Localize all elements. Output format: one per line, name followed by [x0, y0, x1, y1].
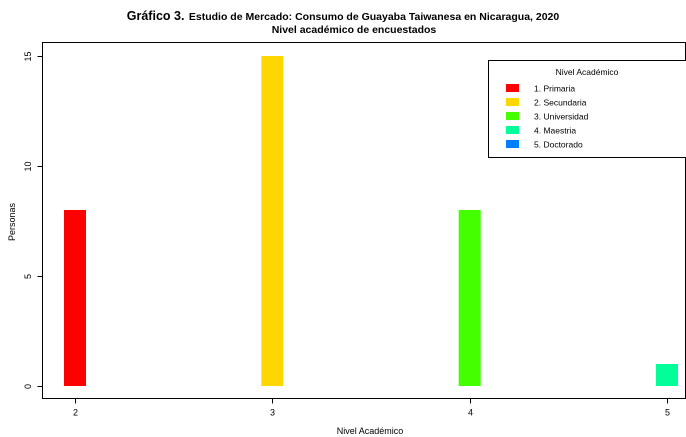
- y-tick-label: 5: [23, 274, 33, 279]
- legend-swatch: [506, 98, 519, 106]
- legend-entry-label: 4. Maestria: [534, 126, 576, 136]
- legend-swatch: [506, 126, 519, 134]
- legend-entry-label: 1. Primaria: [534, 84, 575, 94]
- legend: Nivel Académico 1. Primaria 2. Secundaria…: [488, 60, 686, 158]
- bars-group: [64, 56, 678, 386]
- x-tick-label: 3: [270, 408, 275, 418]
- bar-3: [261, 56, 284, 386]
- legend-swatch: [506, 140, 519, 148]
- x-tick-label: 4: [468, 408, 473, 418]
- legend-entry-label: 5. Doctorado: [534, 140, 583, 150]
- legend-entry-label: 3. Universidad: [534, 112, 589, 122]
- chart-title-lead: Gráfico 3.: [126, 9, 185, 23]
- chart-title-rest: Estudio de Mercado: Consumo de Guayaba T…: [188, 11, 560, 23]
- legend-swatch: [506, 112, 519, 120]
- y-tick-label: 0: [23, 384, 33, 389]
- bar-4: [458, 210, 481, 386]
- y-tick-label: 15: [23, 51, 33, 61]
- y-axis: 0 5 10 15: [23, 51, 43, 389]
- legend-title: Nivel Académico: [556, 67, 619, 77]
- x-axis-title: Nivel Académico: [337, 426, 404, 436]
- x-tick-label: 2: [73, 408, 78, 418]
- legend-box: [488, 60, 686, 158]
- chart-subtitle: Nivel académico de encuestados: [271, 24, 437, 36]
- legend-entry-label: 2. Secundaria: [534, 98, 587, 108]
- bar-2: [64, 210, 86, 386]
- legend-swatch: [506, 84, 519, 92]
- x-axis: 2 3 4 5: [73, 398, 670, 418]
- bar-5: [656, 364, 678, 386]
- chart-title: Gráfico 3. Estudio de Mercado: Consumo d…: [0, 9, 686, 24]
- y-axis-title: Personas: [7, 202, 17, 241]
- y-tick-label: 10: [23, 161, 33, 171]
- x-tick-label: 5: [665, 408, 670, 418]
